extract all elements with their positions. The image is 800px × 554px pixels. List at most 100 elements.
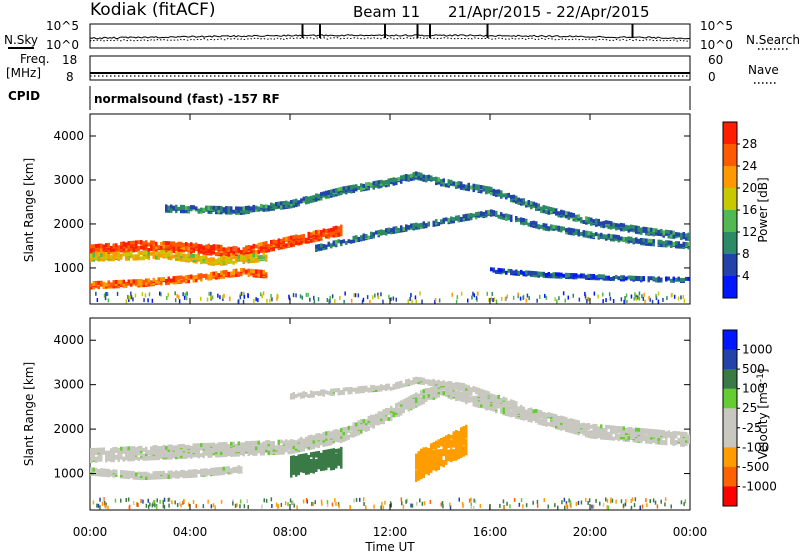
power-cell	[587, 216, 590, 221]
power-cell	[165, 278, 168, 283]
power-cell	[252, 207, 255, 212]
velocity-cell	[425, 447, 428, 452]
power-cell	[172, 278, 175, 283]
velocity-cell	[432, 456, 435, 461]
power-cell	[342, 239, 345, 244]
power-noise-cell	[178, 295, 180, 300]
power-cell	[505, 193, 508, 198]
power-cell	[605, 220, 608, 225]
power-cell	[570, 212, 573, 217]
power-cell	[327, 241, 330, 246]
velocity-cell	[495, 404, 498, 409]
power-cell	[505, 213, 508, 218]
power-cell	[107, 248, 110, 253]
velocity-cell	[597, 426, 600, 431]
power-cell	[172, 276, 175, 281]
power-noise-cell	[229, 297, 231, 302]
velocity-cell	[517, 409, 520, 414]
power-cell	[462, 186, 465, 191]
power-cell	[137, 282, 140, 287]
velocity-cell	[325, 434, 328, 439]
power-cell	[587, 276, 590, 280]
power-cell	[240, 272, 243, 277]
velocity-cell	[100, 468, 103, 473]
velocity-cell	[425, 379, 428, 384]
velocity-cell	[165, 472, 168, 477]
velocity-cell	[497, 398, 500, 403]
power-cell	[552, 209, 555, 214]
velocity-cell	[292, 445, 295, 450]
power-noise-cell	[206, 297, 209, 302]
velocity-cell	[432, 463, 435, 468]
velocity-cell	[452, 441, 455, 446]
power-noise-cell	[377, 292, 379, 297]
velocity-cell	[437, 458, 440, 463]
power-cell	[277, 201, 280, 206]
velocity-cell	[260, 448, 263, 453]
velocity-cell	[455, 441, 458, 446]
velocity-cell	[457, 382, 460, 387]
power-cell	[202, 255, 205, 260]
power-cell	[220, 206, 223, 210]
freq-label: Freq.	[20, 52, 50, 66]
power-cell	[192, 277, 195, 282]
velocity-cell	[232, 450, 235, 455]
power-cell	[355, 238, 358, 243]
power-cell	[300, 234, 303, 239]
power-cell	[680, 243, 683, 248]
velocity-cell	[450, 390, 453, 394]
velocity-cell	[402, 409, 405, 414]
velocity-cell	[567, 418, 570, 423]
velocity-cell	[645, 428, 648, 433]
velocity-cell	[322, 434, 325, 439]
power-cell	[410, 177, 413, 182]
power-cell	[142, 241, 145, 246]
velocity-cell	[365, 419, 368, 424]
velocity-cell	[450, 448, 453, 453]
velocity-cell	[430, 452, 433, 457]
power-cell	[475, 212, 478, 217]
power-cell	[502, 213, 505, 218]
velocity-cell	[355, 422, 358, 427]
power-cell	[370, 182, 373, 187]
velocity-cell	[687, 437, 690, 442]
power-cell	[160, 250, 163, 255]
velocity-cell	[415, 463, 418, 468]
power-cell	[435, 181, 438, 186]
velocity-cell	[647, 428, 650, 433]
power-cell	[225, 260, 228, 265]
power-cell	[212, 257, 215, 262]
power-cell	[245, 209, 248, 214]
power-cell	[307, 231, 310, 236]
velocity-cell	[477, 387, 480, 392]
velocity-cell	[610, 435, 613, 440]
velocity-cell	[210, 471, 213, 476]
power-cell	[500, 215, 503, 220]
velocity-cell	[622, 426, 625, 431]
velocity-cell	[430, 379, 433, 384]
velocity-cell	[685, 432, 688, 436]
power-cell	[185, 242, 188, 246]
velocity-cell	[212, 472, 215, 476]
power-cell	[187, 257, 190, 262]
power-cell	[525, 270, 528, 275]
velocity-cell	[640, 439, 643, 444]
power-cell	[347, 185, 350, 190]
power-cell	[165, 206, 168, 211]
velocity-cell	[497, 394, 500, 399]
power-cell	[110, 282, 113, 287]
velocity-cell	[535, 417, 538, 422]
power-noise-cell	[539, 294, 541, 299]
power-cell	[565, 228, 568, 233]
power-cell	[195, 275, 198, 279]
velocity-cell	[177, 444, 180, 449]
velocity-cell	[580, 429, 583, 434]
velocity-cell	[562, 421, 565, 426]
power-cell	[325, 244, 328, 249]
power-noise-cell	[299, 294, 302, 299]
power-cell	[107, 242, 110, 247]
power-noise-cell	[587, 297, 589, 301]
power-cell	[620, 236, 623, 241]
power-cell	[305, 196, 308, 200]
velocity-cell	[102, 468, 105, 473]
